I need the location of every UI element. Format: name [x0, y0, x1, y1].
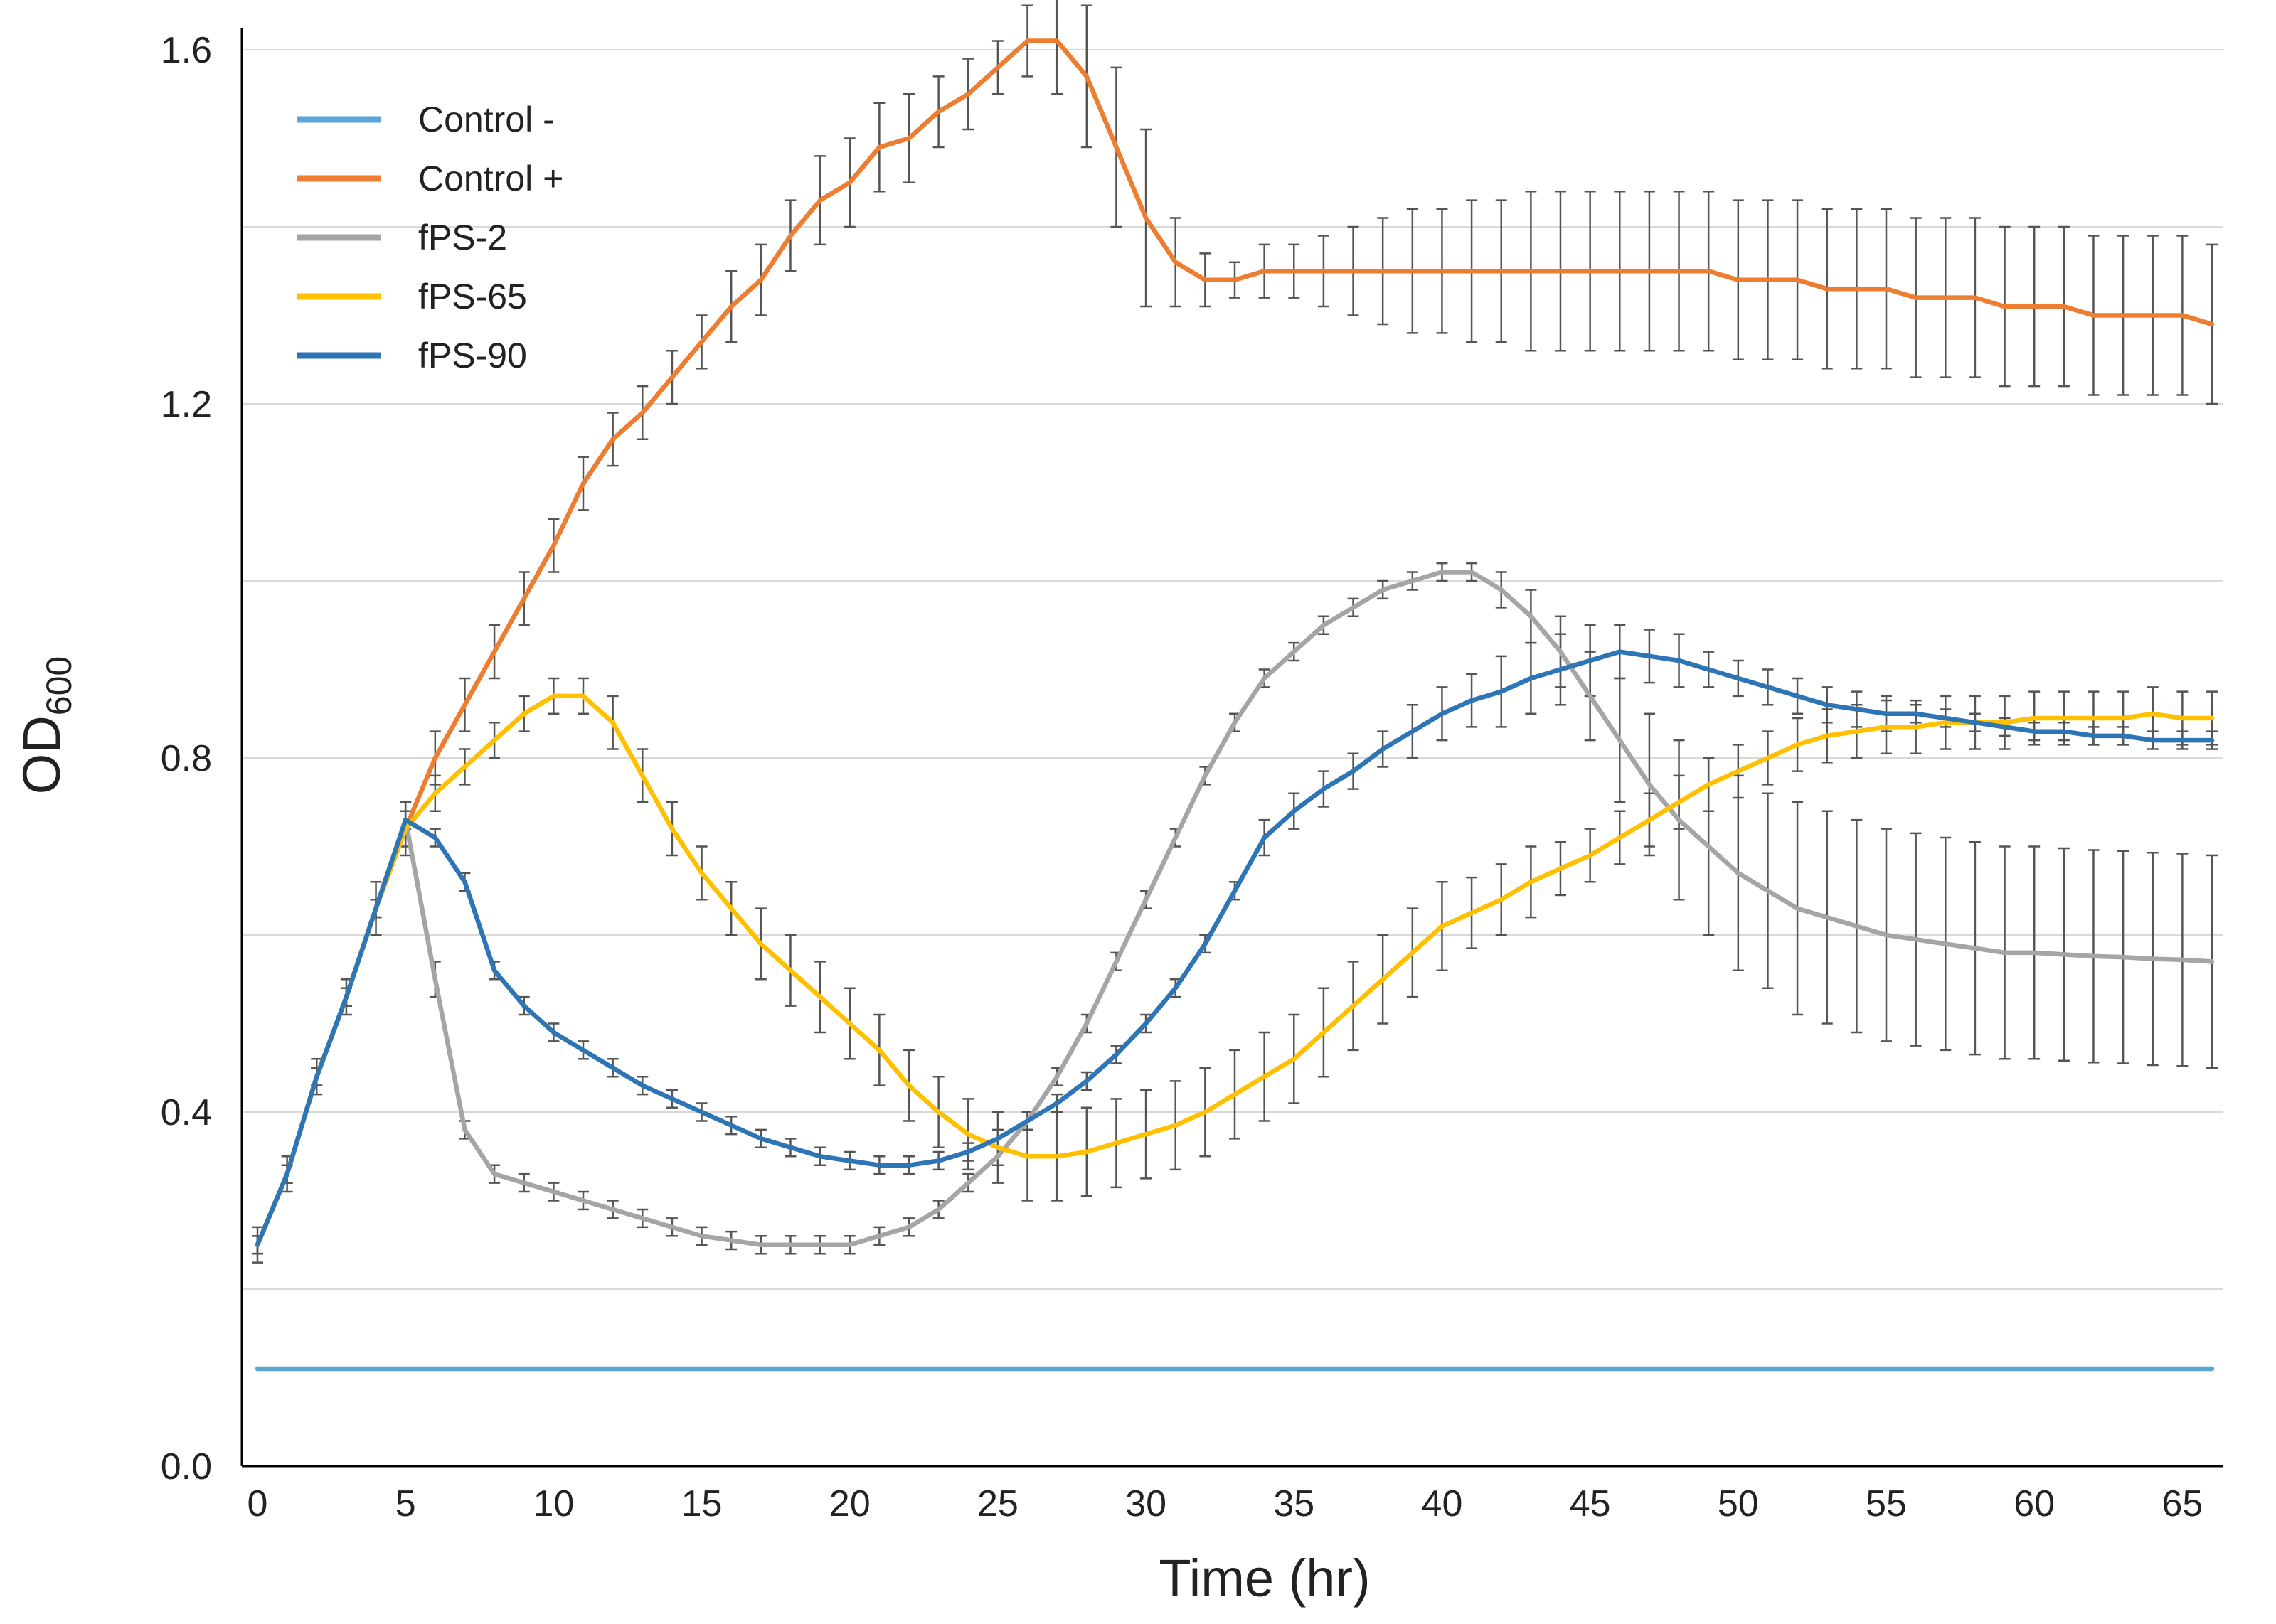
legend-label-1: Control + — [418, 159, 563, 198]
x-axis-label: Time (hr) — [1159, 1549, 1370, 1608]
series-line-1 — [255, 38, 2215, 1248]
y-axis-label-subscript: 600 — [39, 656, 79, 715]
y-tick-label-4: 1.6 — [161, 30, 212, 71]
x-tick-label-10: 50 — [1718, 1483, 1759, 1524]
series-line-4 — [255, 649, 2215, 1248]
y-tick-label-2: 0.8 — [161, 738, 212, 779]
x-tick-label-12: 60 — [2014, 1483, 2055, 1524]
y-axis-label-main: OD — [12, 715, 71, 794]
series-line-2 — [255, 570, 2215, 1248]
legend-label-0: Control - — [418, 100, 555, 139]
legend: Control - Control + fPS-2 fPS-65 fPS-90 — [297, 100, 563, 375]
x-tick-label-8: 40 — [1422, 1483, 1463, 1524]
axes — [240, 28, 2223, 1468]
series-lines — [255, 38, 2215, 1372]
y-tick-label-3: 1.2 — [161, 384, 212, 425]
legend-label-4: fPS-90 — [418, 336, 527, 375]
series-line-3 — [255, 693, 2215, 1248]
x-tick-label-4: 20 — [829, 1483, 871, 1524]
x-tick-label-13: 65 — [2161, 1483, 2203, 1524]
legend-label-2: fPS-2 — [418, 218, 507, 257]
gridlines — [242, 49, 2223, 1290]
x-tick-label-0: 0 — [248, 1483, 268, 1524]
y-tick-label-0: 0.0 — [161, 1446, 212, 1487]
x-tick-labels: 0 5 10 15 20 25 30 35 40 45 50 55 60 65 — [248, 1483, 2203, 1524]
y-tick-label-1: 0.4 — [161, 1092, 212, 1133]
x-tick-label-5: 25 — [977, 1483, 1019, 1524]
legend-label-3: fPS-65 — [418, 277, 527, 316]
y-tick-labels: 0.0 0.4 0.8 1.2 1.6 — [161, 30, 212, 1487]
x-tick-label-3: 15 — [681, 1483, 723, 1524]
x-tick-label-7: 35 — [1273, 1483, 1314, 1524]
x-tick-label-11: 55 — [1866, 1483, 1907, 1524]
x-tick-label-2: 10 — [533, 1483, 574, 1524]
x-tick-label-1: 5 — [395, 1483, 416, 1524]
x-tick-label-6: 30 — [1125, 1483, 1166, 1524]
y-axis-label: OD600 — [12, 656, 79, 794]
x-tick-label-9: 45 — [1570, 1483, 1611, 1524]
